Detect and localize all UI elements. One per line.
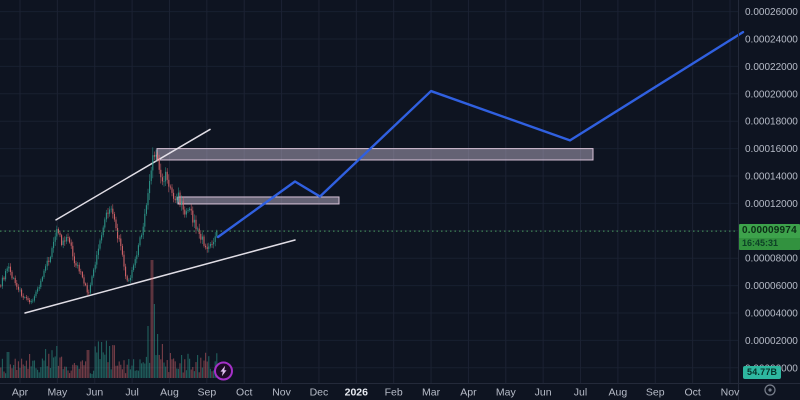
- price-tick-label: 0.00008000: [745, 254, 798, 265]
- current-price-value: 0.00009974: [739, 224, 800, 238]
- volume-badge: 54.77B: [743, 366, 782, 379]
- lightning-icon: [220, 365, 227, 377]
- volume-bars: [0, 260, 218, 378]
- time-tick-label: 2026: [345, 387, 369, 399]
- current-price-label: 0.00009974 16:45:31: [739, 224, 800, 250]
- time-tick-label: Jun: [535, 387, 552, 399]
- time-tick-label: Apr: [460, 387, 477, 399]
- time-axis[interactable]: Apr May Jun Jul Aug Sep Oct Nov Dec 2026 Feb Mar Apr…: [12, 387, 740, 399]
- trendline-upper[interactable]: [55, 128, 211, 221]
- time-tick-label: Feb: [385, 387, 403, 399]
- price-tick-label: 0.00020000: [745, 89, 798, 100]
- boost-icon[interactable]: [214, 361, 233, 381]
- price-axis[interactable]: 0.00026000 0.00024000 0.00022000 0.00020000…: [745, 7, 798, 374]
- projection-line[interactable]: [216, 30, 745, 239]
- time-tick-label: May: [47, 387, 68, 399]
- price-tick-label: 0.00004000: [745, 309, 798, 320]
- time-tick-label: May: [496, 387, 517, 399]
- time-tick-label: Aug: [160, 387, 179, 399]
- time-tick-label: Jul: [574, 387, 587, 399]
- time-tick-label: Nov: [721, 387, 740, 399]
- price-tick-label: 0.00014000: [745, 172, 798, 183]
- time-tick-label: Mar: [422, 387, 441, 399]
- trendline-lower[interactable]: [24, 239, 296, 314]
- time-tick-label: Sep: [197, 387, 216, 399]
- time-tick-label: Nov: [272, 387, 291, 399]
- price-tick-label: 0.00016000: [745, 144, 798, 155]
- supply-zone-upper[interactable]: [156, 148, 594, 161]
- price-tick-label: 0.00002000: [745, 336, 798, 347]
- time-tick-label: Aug: [609, 387, 628, 399]
- time-tick-label: Oct: [684, 387, 700, 399]
- time-tick-label: Sep: [646, 387, 665, 399]
- supply-zone-lower[interactable]: [177, 196, 340, 205]
- price-tick-label: 0.00024000: [745, 35, 798, 46]
- candles: [0, 147, 218, 305]
- time-tick-label: Apr: [12, 387, 29, 399]
- grid-lines: [0, 0, 739, 384]
- time-tick-label: Jul: [125, 387, 138, 399]
- price-tick-label: 0.00026000: [745, 7, 798, 18]
- bar-countdown: 16:45:31: [739, 238, 800, 250]
- price-tick-label: 0.00018000: [745, 117, 798, 128]
- price-tick-label: 0.00022000: [745, 62, 798, 73]
- time-axis-settings-icon[interactable]: [762, 382, 778, 398]
- time-tick-label: Dec: [310, 387, 329, 399]
- time-tick-label: Jun: [86, 387, 103, 399]
- price-tick-label: 0.00012000: [745, 199, 798, 210]
- time-tick-label: Oct: [236, 387, 252, 399]
- price-tick-label: 0.00006000: [745, 281, 798, 292]
